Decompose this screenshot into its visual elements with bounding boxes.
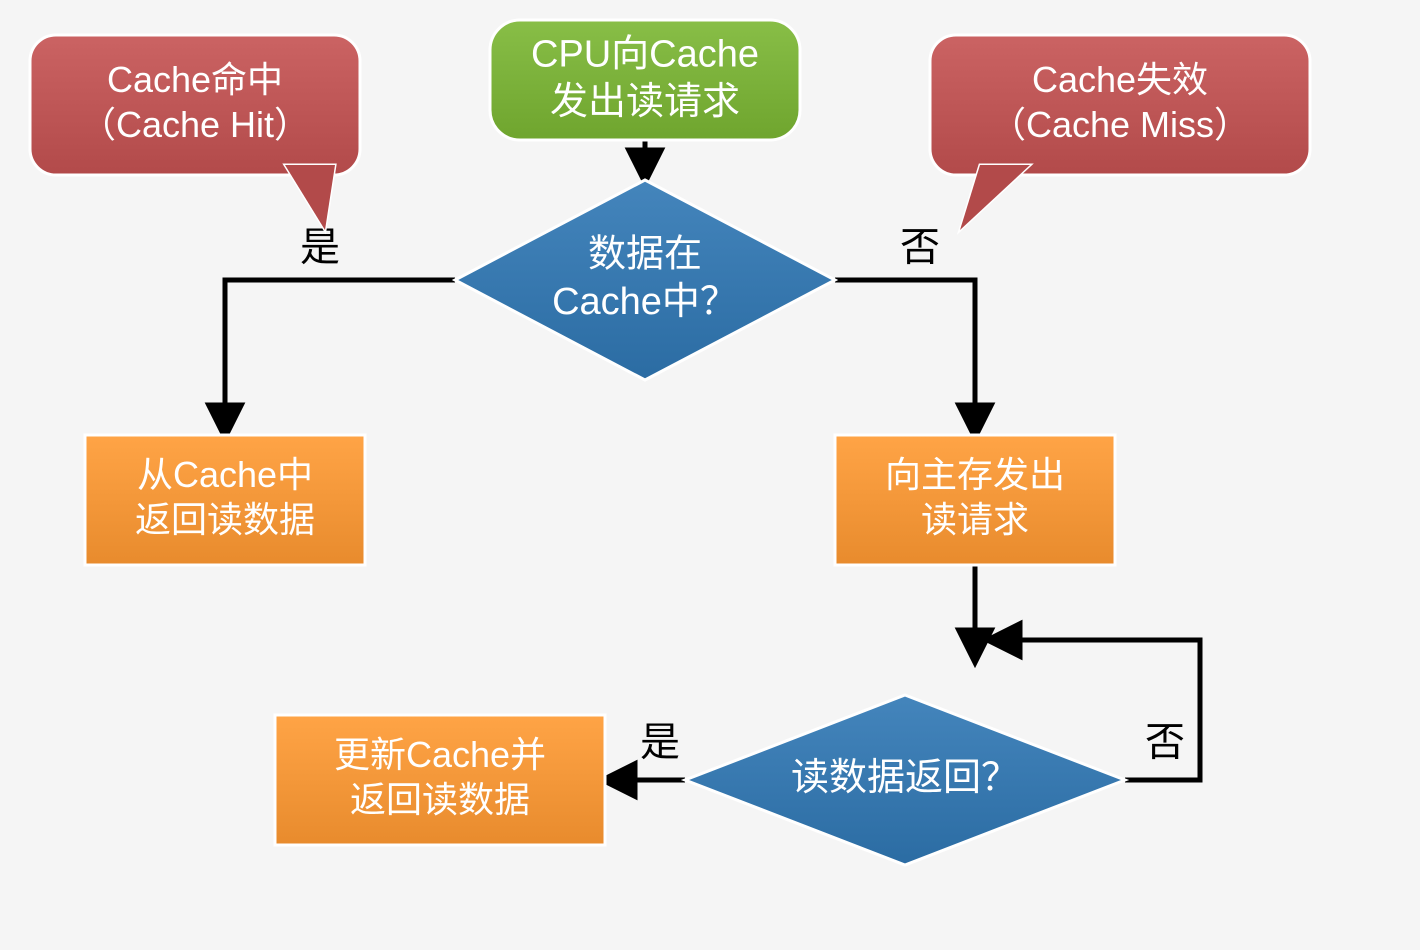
node-hit_callout-text-1: （Cache Hit） (80, 104, 310, 145)
node-update_cache-text-0: 更新Cache并 (334, 734, 546, 775)
node-read_mem-text-1: 读请求 (921, 499, 1029, 540)
node-decision1-text-1: Cache中？ (552, 281, 738, 323)
node-start-text-0: CPU向Cache (531, 33, 759, 75)
node-hit_callout-text-0: Cache命中 (107, 59, 283, 100)
node-decision2-text-0: 读数据返回？ (791, 757, 1019, 799)
edge-label-e_d2_yes: 是 (640, 721, 680, 765)
node-read_mem-text-0: 向主存发出 (885, 454, 1065, 495)
edge-label-e_d1_no: 否 (900, 226, 940, 270)
edge-label-e_d1_yes: 是 (300, 226, 340, 270)
node-read_cache-text-1: 返回读数据 (135, 499, 315, 540)
node-update_cache-text-1: 返回读数据 (350, 779, 530, 820)
edge-label-e_d2_no: 否 (1145, 721, 1185, 765)
node-decision1-text-0: 数据在 (588, 233, 702, 275)
node-read_cache-text-0: 从Cache中 (137, 454, 313, 495)
node-start-text-1: 发出读请求 (550, 81, 740, 123)
node-miss_callout-text-1: （Cache Miss） (990, 104, 1250, 145)
node-miss_callout-text-0: Cache失效 (1032, 59, 1208, 100)
